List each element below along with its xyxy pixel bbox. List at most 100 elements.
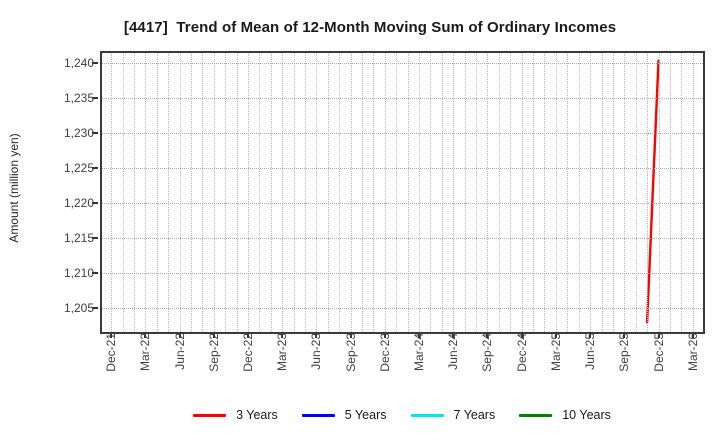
y-tick-label: 1,205 [63,301,94,316]
gridline-vertical [316,53,318,332]
x-tick-mark [657,334,660,338]
gridline-vertical [339,53,341,332]
y-tick-mark [92,97,98,100]
x-tick-label: Jun-25 [583,333,598,370]
gridline-vertical [521,53,523,332]
gridline-vertical [384,53,386,332]
legend-line-swatch [519,413,553,417]
gridline-vertical [236,53,238,332]
x-tick-label: Jun-24 [446,333,461,370]
gridline-vertical [225,53,227,332]
y-tick-label: 1,220 [63,196,94,211]
x-tick-label: Sep-22 [206,333,221,372]
x-tick-mark [486,334,489,338]
gridline-vertical [453,53,455,332]
y-tick-label: 1,215 [63,231,94,246]
x-tick-label: Dec-23 [377,333,392,372]
x-tick-label: Jun-22 [172,333,187,370]
gridline-vertical [555,53,557,332]
x-tick-mark [452,334,455,338]
gridline-horizontal [102,63,703,65]
legend-label: 10 Years [562,408,611,422]
gridline-vertical [567,53,569,332]
gridline-vertical [362,53,363,332]
gridline-vertical [168,53,170,332]
y-tick-mark [92,307,98,310]
legend-item: 10 Years [519,408,611,422]
x-tick-label: Dec-24 [514,333,529,372]
gridline-horizontal [102,308,703,310]
gridline-vertical [145,53,147,332]
x-tick-label: Dec-21 [104,333,119,372]
x-tick-mark [418,334,421,338]
x-tick-label: Mar-22 [138,333,153,372]
gridline-vertical [647,53,649,332]
legend-item: 5 Years [301,408,387,422]
x-tick-mark [691,334,694,338]
gridline-vertical [498,53,500,332]
gridline-horizontal [102,168,703,170]
y-axis-label: Amount (million yen) [7,133,21,243]
x-tick-mark [281,334,284,338]
x-tick-label: Dec-25 [651,333,666,372]
gridline-vertical [590,53,592,332]
y-tick-label: 1,225 [63,161,94,176]
legend-line-swatch [301,413,335,417]
y-tick-mark [92,202,98,205]
series-layer [645,59,660,324]
gridline-horizontal [102,133,703,135]
gridline-vertical [681,53,683,332]
x-tick-mark [589,334,592,338]
gridline-vertical [293,53,295,332]
gridline-vertical [213,53,215,332]
gridline-vertical [464,53,466,332]
gridline-vertical [247,53,249,332]
gridline-vertical [270,53,272,332]
gridline-vertical [373,53,375,332]
x-tick-mark [110,334,113,338]
gridline-vertical [419,53,421,332]
chart-title: [4417] Trend of Mean of 12-Month Moving … [123,19,617,36]
gridline-vertical [202,53,204,332]
x-tick-mark [520,334,523,338]
gridline-vertical [133,53,135,332]
gridline-horizontal [102,238,703,240]
gridline-vertical [510,53,512,332]
x-tick-label: Mar-23 [275,333,290,372]
x-tick-label: Jun-23 [309,333,324,370]
gridline-vertical [407,53,409,332]
gridline-vertical [396,53,398,332]
gridline-vertical [327,53,329,332]
x-tick-mark [349,334,352,338]
gridline-vertical [544,53,546,332]
legend-label: 7 Years [453,408,496,422]
x-tick-label: Mar-25 [548,333,563,372]
x-tick-mark [315,334,318,338]
plot-area [100,51,705,334]
legend-label: 3 Years [236,408,278,422]
gridline-vertical [111,53,113,332]
y-tick-mark [92,167,98,170]
y-tick-label: 1,210 [63,266,94,281]
gridline-vertical [259,53,261,332]
gridline-horizontal [102,273,703,275]
legend-label: 5 Years [344,408,387,422]
gridline-vertical [578,53,580,332]
gridline-vertical [190,53,192,332]
x-tick-mark [246,334,249,338]
x-tick-mark [623,334,626,338]
legend-line-swatch [410,413,444,417]
y-tick-label: 1,230 [63,126,94,141]
legend-item: 3 Years [193,408,278,422]
gridline-vertical [533,53,535,332]
gridline-vertical [612,53,614,332]
x-tick-label: Mar-24 [412,333,427,372]
x-tick-mark [178,334,181,338]
y-tick-mark [92,272,98,275]
x-tick-label: Dec-22 [240,333,255,372]
gridline-vertical [441,53,443,332]
legend: 3 Years 5 Years 7 Years 10 Years [42,402,720,428]
y-tick-label: 1,235 [63,91,94,106]
x-tick-mark [212,334,215,338]
